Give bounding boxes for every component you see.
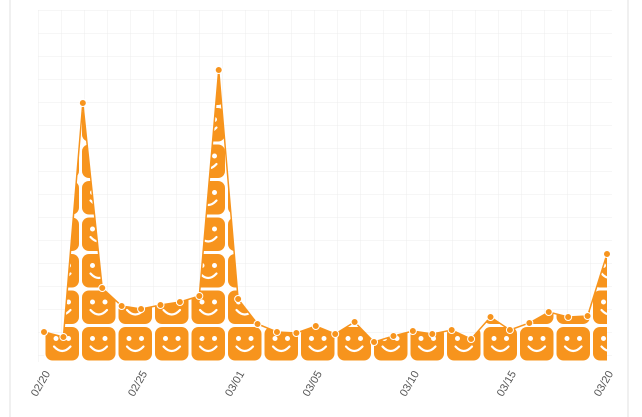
point [505,326,514,334]
x-tick-label: 03/15 [495,369,519,399]
point [408,327,417,335]
point [583,312,592,320]
point [525,319,534,327]
point [98,284,107,292]
point [311,322,320,330]
point [428,330,437,338]
point [467,335,476,343]
point [564,313,573,321]
point [447,326,456,334]
point [544,308,553,316]
point [214,66,223,74]
point [370,338,379,346]
point [40,328,48,336]
point [603,250,611,258]
x-tick-label: 03/05 [301,369,325,399]
point [272,328,281,336]
point [253,320,262,328]
point [195,292,204,300]
point [389,332,398,340]
point [292,329,301,337]
point [156,301,165,309]
x-tick-label: 02/20 [29,369,53,399]
point [486,313,495,321]
point [59,333,68,341]
point [78,99,87,107]
x-tick-label: 03/10 [398,369,422,399]
x-tick-label: 03/01 [223,369,247,399]
point [331,330,340,338]
x-tick-label: 03/20 [592,369,616,399]
point [234,295,243,303]
point [117,302,126,310]
x-tick-label: 02/25 [126,369,150,399]
area [44,70,607,362]
point [350,318,359,326]
point [137,305,146,313]
grid [38,10,612,362]
point [175,298,184,306]
